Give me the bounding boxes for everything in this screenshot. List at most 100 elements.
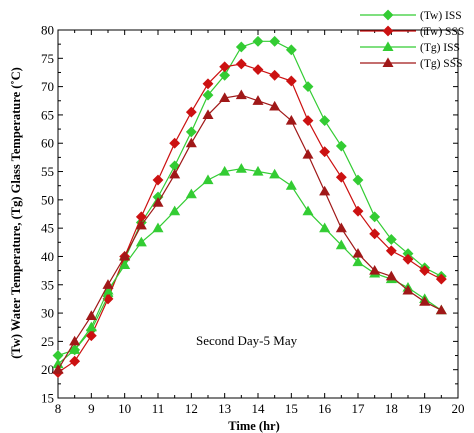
data-point bbox=[219, 69, 231, 81]
chart-annotation: Second Day-5 May bbox=[196, 333, 298, 348]
legend-marker bbox=[382, 9, 394, 21]
data-point bbox=[319, 115, 331, 127]
data-point bbox=[169, 168, 181, 179]
legend-item-1: (Tw) ISS bbox=[360, 9, 462, 22]
series-2 bbox=[52, 58, 447, 378]
data-point bbox=[235, 58, 247, 70]
data-point bbox=[302, 115, 314, 127]
x-tick-label: 9 bbox=[88, 401, 95, 416]
data-point bbox=[102, 279, 114, 289]
data-point bbox=[152, 174, 164, 186]
data-point bbox=[435, 273, 447, 285]
data-point bbox=[352, 174, 364, 186]
y-tick-label: 70 bbox=[41, 79, 54, 94]
data-point bbox=[302, 81, 314, 93]
x-tick-label: 16 bbox=[318, 401, 332, 416]
y-tick-label: 30 bbox=[41, 306, 54, 321]
y-tick-label: 25 bbox=[41, 334, 54, 349]
data-point bbox=[319, 146, 331, 158]
data-point bbox=[269, 168, 281, 179]
x-tick-label: 10 bbox=[118, 401, 131, 416]
y-tick-label: 20 bbox=[41, 362, 54, 377]
data-point bbox=[369, 228, 381, 240]
data-point bbox=[419, 265, 431, 277]
legend-item-4: (Tg) SSS bbox=[360, 57, 463, 70]
data-point bbox=[335, 222, 347, 233]
y-tick-label: 35 bbox=[41, 277, 54, 292]
data-point bbox=[369, 211, 381, 223]
data-point bbox=[135, 219, 147, 230]
y-tick-label: 55 bbox=[41, 164, 54, 179]
y-tick-label: 50 bbox=[41, 192, 54, 207]
data-point bbox=[202, 109, 214, 119]
y-tick-label: 65 bbox=[41, 107, 54, 122]
data-point bbox=[385, 270, 397, 281]
data-point bbox=[335, 239, 347, 250]
series-line bbox=[57, 94, 442, 371]
data-point bbox=[185, 188, 197, 199]
y-tick-label: 80 bbox=[41, 23, 54, 38]
series-1 bbox=[52, 35, 447, 361]
series-4 bbox=[52, 89, 447, 374]
data-point bbox=[302, 205, 314, 216]
data-point bbox=[85, 321, 97, 332]
data-point bbox=[185, 126, 197, 138]
data-point bbox=[69, 344, 81, 354]
data-point bbox=[335, 171, 347, 183]
legend-label: (Tw) ISS bbox=[420, 10, 462, 22]
data-point bbox=[185, 137, 197, 148]
legend-marker bbox=[382, 41, 394, 52]
data-point bbox=[119, 250, 131, 261]
data-point bbox=[235, 89, 247, 100]
data-point bbox=[402, 253, 414, 265]
data-point bbox=[219, 61, 231, 73]
data-point bbox=[69, 335, 81, 346]
legend-marker bbox=[382, 25, 394, 37]
legend-label: (Tg) ISS bbox=[420, 42, 460, 54]
series-line bbox=[57, 63, 442, 373]
y-tick-label: 75 bbox=[41, 51, 54, 66]
data-point bbox=[319, 185, 331, 196]
data-point bbox=[352, 248, 364, 258]
data-point bbox=[169, 137, 181, 149]
data-point bbox=[219, 92, 231, 102]
data-point bbox=[235, 41, 247, 53]
data-point bbox=[285, 75, 297, 87]
x-tick-label: 17 bbox=[352, 401, 366, 416]
data-point bbox=[385, 234, 397, 245]
data-point bbox=[185, 106, 197, 118]
legend-label: (Tw) SSS bbox=[420, 26, 464, 38]
legend: (Tw) ISS (Tw) SSS (Tg) ISS (Tg) SSS bbox=[360, 9, 464, 70]
data-point bbox=[252, 35, 264, 47]
x-axis-title: Time (hr) bbox=[228, 419, 280, 433]
x-tick-label: 15 bbox=[285, 401, 298, 416]
data-point bbox=[252, 64, 264, 76]
data-point bbox=[269, 69, 281, 81]
data-point bbox=[285, 180, 297, 190]
legend-label: (Tg) SSS bbox=[420, 58, 463, 70]
data-point bbox=[269, 100, 281, 111]
data-point bbox=[69, 355, 81, 367]
data-point bbox=[135, 236, 147, 247]
data-point bbox=[52, 364, 64, 374]
legend-item-2: (Tw) SSS bbox=[360, 25, 464, 38]
data-point bbox=[152, 222, 164, 233]
x-tick-label: 11 bbox=[152, 401, 165, 416]
data-point bbox=[419, 296, 431, 306]
data-point bbox=[269, 35, 281, 47]
x-tick-label: 13 bbox=[218, 401, 231, 416]
data-point bbox=[402, 284, 414, 295]
data-point bbox=[252, 165, 264, 176]
data-point bbox=[85, 310, 97, 320]
data-point bbox=[169, 205, 181, 216]
data-point bbox=[202, 174, 214, 185]
data-point bbox=[235, 163, 247, 173]
series-line bbox=[57, 40, 442, 357]
data-point bbox=[85, 330, 97, 342]
x-tick-label: 12 bbox=[185, 401, 198, 416]
series-group bbox=[52, 35, 447, 378]
data-point bbox=[352, 256, 364, 267]
data-point bbox=[202, 78, 214, 90]
x-tick-label: 19 bbox=[418, 401, 431, 416]
